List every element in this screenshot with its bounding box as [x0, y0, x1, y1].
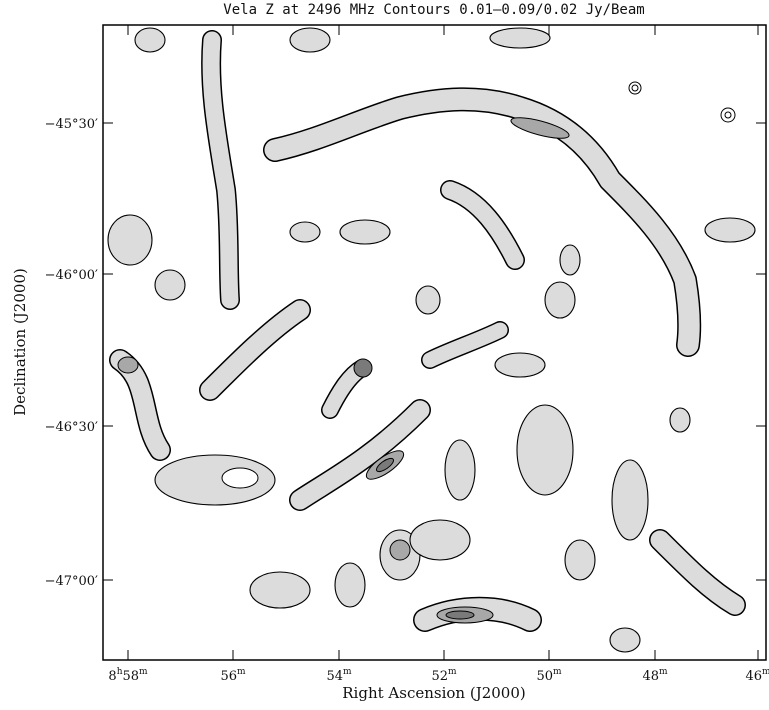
tick-label-superscript: m [659, 667, 668, 677]
emission-blob [250, 572, 310, 608]
tick-label-part: 8 [108, 669, 116, 684]
tick-label-part: 50 [536, 669, 553, 684]
emission-blob [410, 520, 470, 560]
tick-label-superscript: m [553, 667, 562, 677]
tick-label-superscript: m [139, 667, 148, 677]
emission-blob [545, 282, 575, 318]
hole [222, 468, 258, 488]
emission-blob [610, 628, 640, 652]
tick-label-superscript: m [343, 667, 352, 677]
emission-core [390, 540, 410, 560]
emission-blob [612, 460, 648, 540]
emission-blob [517, 405, 573, 495]
emission-blob [560, 245, 580, 275]
tick-label-part: 52 [431, 669, 448, 684]
emission-blob [670, 408, 690, 432]
figure: Vela Z at 2496 MHz Contours 0.01–0.09/0.… [0, 0, 769, 710]
tick-label-superscript: m [448, 667, 457, 677]
emission-core [118, 357, 138, 373]
emission-blob [155, 270, 185, 300]
tick-label-part: 58 [122, 669, 139, 684]
emission-blob [108, 215, 152, 265]
y-tick-label: −47°00′ [45, 574, 98, 589]
emission-blob [490, 28, 550, 48]
emission-blob [495, 353, 545, 377]
emission-blob [565, 540, 595, 580]
chart-title: Vela Z at 2496 MHz Contours 0.01–0.09/0.… [223, 2, 644, 18]
y-tick-label: −45°30′ [45, 117, 98, 132]
y-axis-label: Declination (J2000) [11, 268, 29, 416]
emission-blob [290, 222, 320, 242]
emission-blob [335, 563, 365, 607]
emission-blob [135, 28, 165, 52]
tick-label-part: 48 [642, 669, 659, 684]
emission-blob [290, 28, 330, 52]
tick-label-superscript: m [762, 667, 769, 677]
emission-blob [340, 220, 390, 244]
tick-label-superscript: m [237, 667, 246, 677]
tick-label-part: 46 [745, 669, 762, 684]
emission-core [446, 611, 474, 619]
tick-label-part: 56 [220, 669, 237, 684]
emission-blob [416, 286, 440, 314]
point-source [354, 359, 372, 377]
y-tick-label: −46°30′ [45, 420, 98, 435]
emission-blob [445, 440, 475, 500]
tick-label-part: 54 [326, 669, 343, 684]
y-tick-label: −46°00′ [45, 268, 98, 283]
emission-blob [705, 218, 755, 242]
x-axis-label: Right Ascension (J2000) [342, 684, 525, 702]
